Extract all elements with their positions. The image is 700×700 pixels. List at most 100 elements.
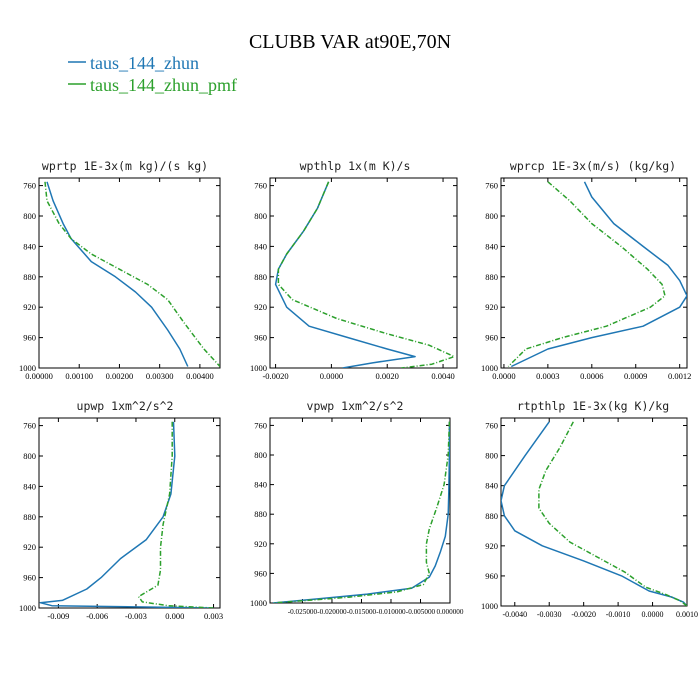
y-tick-label: 760 bbox=[254, 420, 267, 430]
y-tick-label: 840 bbox=[254, 480, 267, 490]
panel-title: vpwp 1xm^2/s^2 bbox=[307, 399, 404, 413]
panel-title: upwp 1xm^2/s^2 bbox=[77, 399, 174, 413]
y-tick-label: 800 bbox=[485, 211, 498, 221]
y-tick-label: 880 bbox=[254, 509, 267, 519]
x-tick-label: 0.0006 bbox=[580, 371, 603, 381]
y-tick-label: 1000 bbox=[19, 363, 36, 373]
figure-title: CLUBB VAR at90E,70N bbox=[249, 31, 451, 53]
y-tick-label: 1000 bbox=[481, 363, 498, 373]
series-line-zhun bbox=[501, 421, 687, 606]
y-tick-label: 840 bbox=[23, 241, 36, 251]
series-group bbox=[39, 421, 214, 608]
panel-1: wprtp 1E-3x(m kg)/(s kg) 760 800 840 880 920 9… bbox=[19, 159, 221, 381]
plot-frame bbox=[500, 417, 688, 607]
x-tick-label: -0.0010 bbox=[606, 610, 631, 619]
y-tick-label: 920 bbox=[485, 541, 498, 551]
x-tick-label: 0.000000 bbox=[437, 608, 464, 616]
series-group bbox=[274, 181, 455, 368]
y-tick-label: 880 bbox=[485, 272, 498, 282]
x-tick-label: 0.000 bbox=[165, 611, 184, 621]
x-tick-label: 0.00200 bbox=[106, 371, 134, 381]
panel-5: vpwp 1xm^2/s^2 760 800 840 880 920 960 1000 -0.0… bbox=[250, 399, 464, 616]
series-line-zhun bbox=[510, 181, 687, 368]
y-tick-label: 800 bbox=[254, 211, 267, 221]
y-tick-label: 920 bbox=[23, 542, 36, 552]
plot-frame bbox=[269, 417, 451, 604]
figure-legend: taus_144_zhun taus_144_zhun_pmf bbox=[68, 53, 237, 95]
series-line-zhun-pmf bbox=[538, 421, 687, 606]
y-tick-label: 840 bbox=[485, 241, 498, 251]
series-group bbox=[501, 421, 687, 606]
x-tick-label: -0.010000 bbox=[376, 608, 406, 616]
y-tick-label: 1000 bbox=[250, 598, 267, 608]
x-tick-label: -0.0020 bbox=[571, 610, 596, 619]
x-tick-label: -0.006 bbox=[86, 611, 108, 621]
series-line-zhun-pmf bbox=[272, 421, 450, 603]
panel-grid: wprtp 1E-3x(m kg)/(s kg) 760 800 840 880 920 9… bbox=[19, 159, 698, 621]
y-tick-label: 760 bbox=[485, 181, 498, 191]
y-tick-label: 800 bbox=[485, 451, 498, 461]
y-tick-label: 960 bbox=[485, 571, 498, 581]
legend-label-zhun-pmf: taus_144_zhun_pmf bbox=[90, 75, 237, 95]
y-tick-label: 960 bbox=[485, 333, 498, 343]
y-tick-label: 840 bbox=[485, 481, 498, 491]
y-tick-label: 960 bbox=[254, 333, 267, 343]
x-tick-label: 0.00400 bbox=[186, 371, 214, 381]
series-line-zhun-pmf bbox=[507, 181, 666, 368]
x-tick-label: -0.025000 bbox=[288, 608, 318, 616]
x-tick-label: -0.003 bbox=[125, 611, 147, 621]
plot-frame bbox=[38, 177, 221, 369]
x-tick-label: 0.0010 bbox=[676, 610, 698, 619]
y-tick-label: 960 bbox=[23, 333, 36, 343]
panel-3: wprcp 1E-3x(m/s) (kg/kg) 760 800 840 880 920 9… bbox=[481, 159, 691, 381]
x-tick-label: 0.0000 bbox=[492, 371, 515, 381]
x-tick-label: -0.009 bbox=[47, 611, 69, 621]
x-tick-label: -0.005000 bbox=[406, 608, 436, 616]
series-group bbox=[507, 181, 687, 368]
panel-title: wprcp 1E-3x(m/s) (kg/kg) bbox=[510, 159, 676, 173]
series-line-zhun bbox=[39, 421, 214, 608]
y-tick-label: 920 bbox=[254, 302, 267, 312]
x-tick-label: 0.0040 bbox=[431, 371, 454, 381]
y-tick-label: 880 bbox=[485, 511, 498, 521]
x-tick-label: 0.003 bbox=[204, 611, 223, 621]
x-tick-label: 0.0012 bbox=[668, 371, 691, 381]
x-tick-label: -0.0020 bbox=[262, 371, 288, 381]
y-tick-label: 920 bbox=[485, 302, 498, 312]
series-line-zhun-pmf bbox=[277, 181, 455, 368]
y-tick-label: 800 bbox=[254, 450, 267, 460]
y-tick-label: 840 bbox=[254, 241, 267, 251]
panel-title: wprtp 1E-3x(m kg)/(s kg) bbox=[42, 159, 208, 173]
x-tick-label: 0.00000 bbox=[25, 371, 53, 381]
y-tick-label: 880 bbox=[254, 272, 267, 282]
y-tick-label: 760 bbox=[485, 421, 498, 431]
panel-4: upwp 1xm^2/s^2 760 800 840 880 920 960 1000 -0.0… bbox=[19, 399, 223, 621]
x-tick-label: 0.0020 bbox=[376, 371, 399, 381]
y-tick-label: 920 bbox=[23, 302, 36, 312]
panel-2: wpthlp 1x(m K)/s 760 800 840 880 920 960 1000-0… bbox=[250, 159, 458, 381]
y-tick-label: 760 bbox=[254, 181, 267, 191]
y-tick-label: 1000 bbox=[19, 603, 36, 613]
series-group bbox=[272, 421, 450, 603]
y-tick-label: 960 bbox=[23, 573, 36, 583]
x-tick-label: 0.0009 bbox=[624, 371, 647, 381]
y-tick-label: 960 bbox=[254, 568, 267, 578]
series-group bbox=[44, 181, 220, 368]
series-line-zhun-pmf bbox=[137, 421, 214, 608]
series-line-zhun bbox=[274, 181, 416, 368]
series-line-zhun bbox=[46, 181, 189, 367]
x-tick-label: -0.015000 bbox=[347, 608, 377, 616]
y-tick-label: 800 bbox=[23, 211, 36, 221]
x-tick-label: 0.0003 bbox=[536, 371, 559, 381]
panel-title: wpthlp 1x(m K)/s bbox=[300, 159, 411, 173]
panel-6: rtpthlp 1E-3x(kg K)/kg 760 800 840 880 920 960… bbox=[481, 399, 698, 619]
x-tick-label: 0.0000 bbox=[642, 610, 664, 619]
x-tick-label: -0.0030 bbox=[537, 610, 562, 619]
plot-frame bbox=[500, 177, 688, 369]
y-tick-label: 880 bbox=[23, 512, 36, 522]
y-tick-label: 1000 bbox=[250, 363, 267, 373]
y-tick-label: 1000 bbox=[481, 601, 498, 611]
panel-title: rtpthlp 1E-3x(kg K)/kg bbox=[517, 399, 669, 413]
legend-label-zhun: taus_144_zhun bbox=[90, 53, 199, 73]
